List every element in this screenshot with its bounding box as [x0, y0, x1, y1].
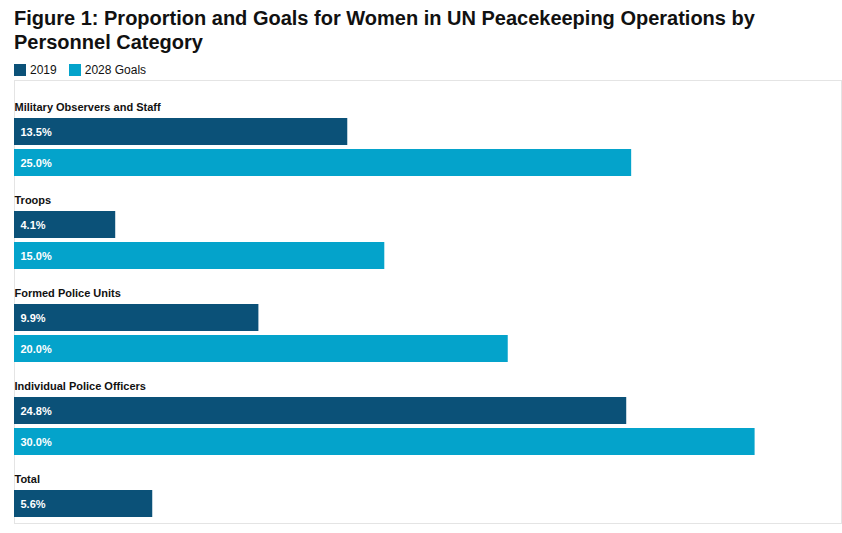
- svg-text:13.5%: 13.5%: [21, 126, 52, 138]
- svg-text:25.0%: 25.0%: [21, 157, 52, 169]
- html-text:2028 Goals: 2028 Goals: [84, 63, 147, 77]
- svg-text:5.6%: 5.6%: [21, 498, 46, 510]
- svg-text:Troops: Troops: [15, 194, 52, 206]
- svg-text:9.9%: 9.9%: [21, 312, 46, 324]
- svg-text:Military Observers and Staff: Military Observers and Staff: [15, 101, 161, 113]
- svg-text:Total: Total: [15, 473, 40, 485]
- svg-text:4.1%: 4.1%: [21, 219, 46, 231]
- html-text:Figure 1: Proportion and Goals: Figure 1: Proportion and Goals for Women…: [14, 7, 755, 53]
- svg-text:20.0%: 20.0%: [21, 343, 52, 355]
- svg-text:24.8%: 24.8%: [21, 405, 52, 417]
- svg-text:Formed Police Units: Formed Police Units: [15, 287, 121, 299]
- svg-text:Individual Police Officers: Individual Police Officers: [15, 380, 146, 392]
- svg-text:30.0%: 30.0%: [21, 436, 52, 448]
- html-text:2019: 2019: [30, 63, 57, 77]
- svg-text:15.0%: 15.0%: [21, 250, 52, 262]
